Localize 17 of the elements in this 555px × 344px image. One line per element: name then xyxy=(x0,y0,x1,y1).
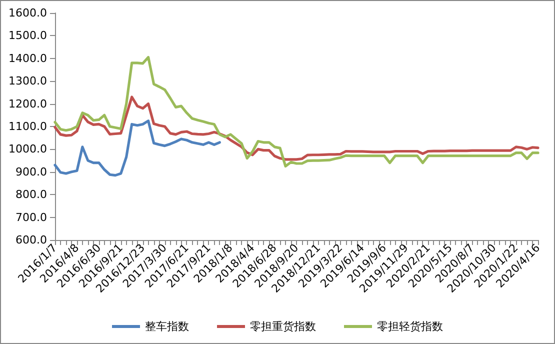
legend-label: 整车指数 xyxy=(145,320,189,333)
y-tick-label: 1600.0 xyxy=(8,6,47,20)
y-tick-label: 1500.0 xyxy=(8,29,47,42)
y-tick-label: 1100.0 xyxy=(8,120,47,133)
y-tick-label: 1200.0 xyxy=(8,97,47,110)
y-tick-label: 700.0 xyxy=(16,210,47,224)
y-tick-label: 1000.0 xyxy=(8,142,47,156)
y-tick-label: 1400.0 xyxy=(8,52,47,65)
line-series xyxy=(54,96,540,161)
line-series xyxy=(54,56,540,168)
legend-label: 零担重货指数 xyxy=(250,320,316,333)
y-tick-label: 600.0 xyxy=(16,234,47,246)
y-tick-label: 1300.0 xyxy=(8,74,47,88)
legend-label: 零担轻货指数 xyxy=(377,320,443,333)
y-tick-label: 900.0 xyxy=(16,165,47,178)
y-tick-label: 800.0 xyxy=(16,188,47,202)
line-series xyxy=(54,120,221,177)
